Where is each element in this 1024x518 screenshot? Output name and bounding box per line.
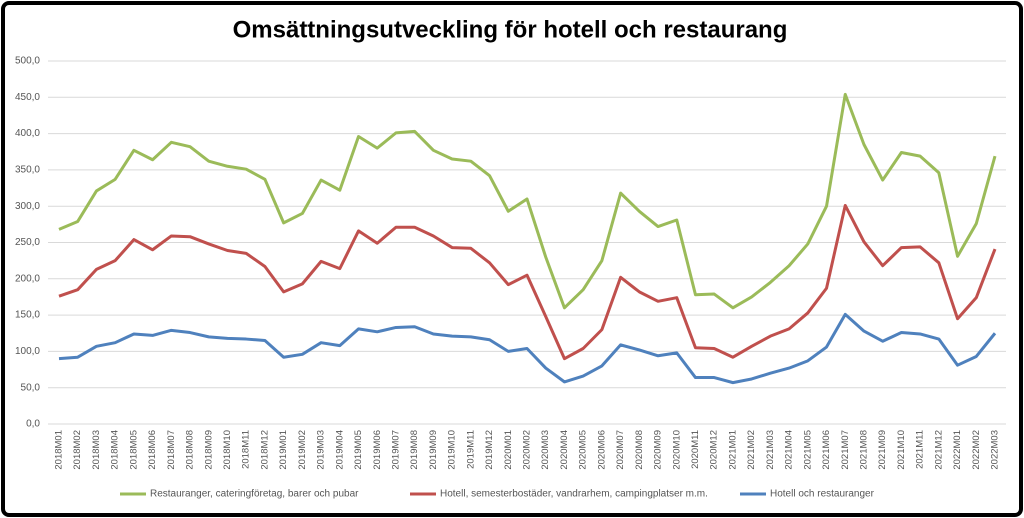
y-tick-label: 450,0 [15, 92, 40, 103]
x-tick-label: 2019M07 [390, 430, 401, 470]
x-tick-label: 2021M05 [802, 430, 813, 470]
x-tick-label: 2020M08 [634, 430, 645, 470]
x-tick-label: 2019M12 [484, 430, 495, 470]
x-tick-label: 2019M03 [316, 430, 327, 470]
y-tick-label: 400,0 [15, 128, 40, 139]
x-tick-label: 2021M06 [821, 430, 832, 470]
x-tick-label: 2021M03 [765, 430, 776, 470]
x-tick-label: 2020M05 [578, 430, 589, 470]
x-tick-label: 2019M04 [334, 430, 345, 470]
legend-label: Hotell och restauranger [770, 489, 875, 500]
x-tick-label: 2022M01 [952, 430, 963, 470]
x-tick-label: 2018M06 [147, 430, 158, 470]
x-tick-label: 2021M09 [877, 430, 888, 470]
x-tick-label: 2020M09 [653, 430, 664, 470]
x-tick-label: 2020M07 [615, 430, 626, 470]
x-tick-label: 2020M01 [503, 430, 514, 470]
x-tick-label: 2018M05 [128, 430, 139, 470]
x-tick-label: 2020M10 [671, 430, 682, 470]
legend-label: Restauranger, cateringföretag, barer och… [150, 489, 359, 500]
y-tick-label: 50,0 [21, 382, 41, 393]
y-tick-label: 350,0 [15, 165, 40, 176]
x-tick-label: 2021M04 [784, 430, 795, 470]
x-tick-label: 2020M03 [540, 430, 551, 470]
x-tick-label: 2020M04 [559, 430, 570, 470]
x-tick-label: 2020M11 [690, 430, 701, 469]
x-tick-label: 2021M10 [896, 430, 907, 470]
y-tick-label: 200,0 [15, 273, 40, 284]
series-line [58, 312, 997, 385]
x-tick-label: 2020M02 [522, 430, 533, 470]
x-tick-label: 2022M02 [971, 430, 982, 470]
x-tick-label: 2019M09 [428, 430, 439, 470]
x-tick-label: 2021M07 [840, 430, 851, 470]
x-tick-label: 2018M01 [54, 430, 65, 470]
x-tick-label: 2020M12 [709, 430, 720, 470]
series-line [58, 203, 997, 361]
x-tick-label: 2019M10 [447, 430, 458, 470]
x-tick-label: 2018M11 [241, 430, 252, 469]
x-tick-label: 2021M02 [746, 430, 757, 470]
x-tick-label: 2021M11 [915, 430, 926, 469]
x-tick-label: 2018M10 [222, 430, 233, 470]
y-tick-label: 0,0 [26, 419, 40, 430]
y-tick-label: 500,0 [15, 56, 40, 67]
x-tick-label: 2019M02 [297, 430, 308, 470]
x-tick-label: 2018M12 [259, 430, 270, 470]
x-tick-label: 2021M08 [858, 430, 869, 470]
x-tick-label: 2018M03 [91, 430, 102, 470]
x-tick-label: 2022M03 [990, 430, 1001, 470]
legend-label: Hotell, semesterbostäder, vandrarhem, ca… [440, 489, 708, 500]
x-tick-label: 2019M11 [465, 430, 476, 469]
x-tick-label: 2018M02 [72, 430, 83, 470]
x-tick-label: 2019M08 [409, 430, 420, 470]
x-tick-label: 2019M06 [372, 430, 383, 470]
x-tick-label: 2019M05 [353, 430, 364, 470]
x-tick-label: 2021M01 [727, 430, 738, 470]
chart-title: Omsättningsutveckling för hotell och res… [233, 16, 788, 43]
x-tick-label: 2018M08 [185, 430, 196, 470]
y-tick-label: 100,0 [15, 346, 40, 357]
x-tick-label: 2019M01 [278, 430, 289, 470]
x-tick-label: 2018M07 [166, 430, 177, 470]
x-tick-label: 2018M09 [203, 430, 214, 470]
x-tick-label: 2021M12 [933, 430, 944, 470]
x-tick-label: 2020M06 [596, 430, 607, 470]
series-line [58, 92, 997, 310]
y-tick-label: 150,0 [15, 310, 40, 321]
y-tick-label: 300,0 [15, 201, 40, 212]
y-tick-label: 250,0 [15, 237, 40, 248]
x-tick-label: 2018M04 [110, 430, 121, 470]
